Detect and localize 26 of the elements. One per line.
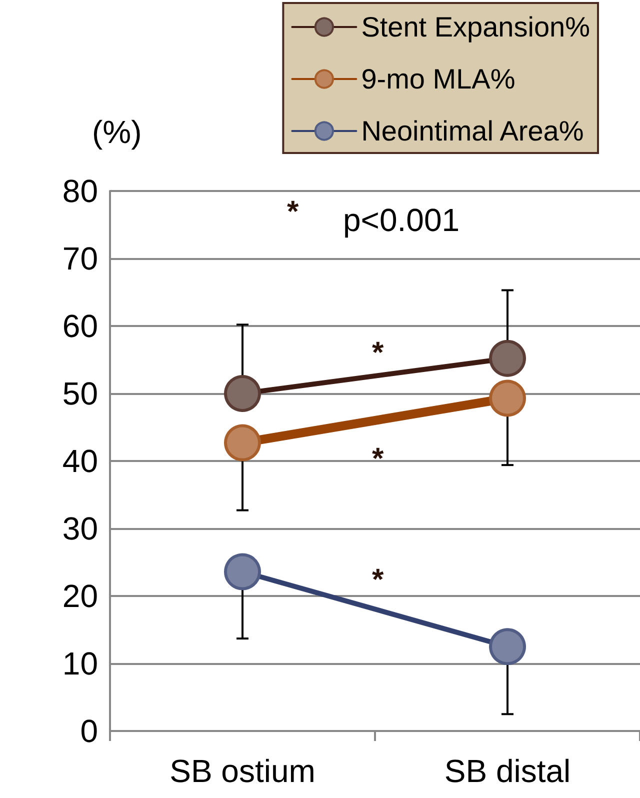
- y-tick-label: 10: [62, 646, 98, 682]
- x-tick-label: SB distal: [444, 753, 571, 789]
- point: [224, 553, 261, 590]
- y-tick-label: 40: [62, 443, 98, 479]
- legend-label: 9-mo MLA%: [361, 64, 516, 94]
- annotation: p<0.001: [343, 202, 460, 238]
- y-axis-title: (%): [92, 114, 142, 150]
- annotation: *: [372, 442, 384, 476]
- point: [489, 628, 526, 666]
- x-tick-label: SB ostium: [170, 753, 316, 789]
- y-tick-label: 80: [62, 173, 98, 209]
- annotation: *: [372, 564, 384, 596]
- point: [489, 340, 526, 377]
- y-tick-label: 0: [80, 713, 98, 749]
- y-tick-label: 60: [62, 308, 98, 344]
- legend-label: Stent Expansion%: [361, 12, 590, 42]
- point: [224, 375, 261, 412]
- y-tick-label: 70: [62, 240, 98, 276]
- point: [489, 380, 526, 417]
- point: [224, 424, 261, 462]
- annotation: *: [372, 336, 384, 370]
- annotation: *: [287, 196, 299, 228]
- y-tick-label: 30: [62, 510, 98, 546]
- y-tick-label: 20: [62, 578, 98, 614]
- y-tick-label: 50: [62, 376, 98, 412]
- legend-label: Neointimal Area%: [361, 116, 584, 146]
